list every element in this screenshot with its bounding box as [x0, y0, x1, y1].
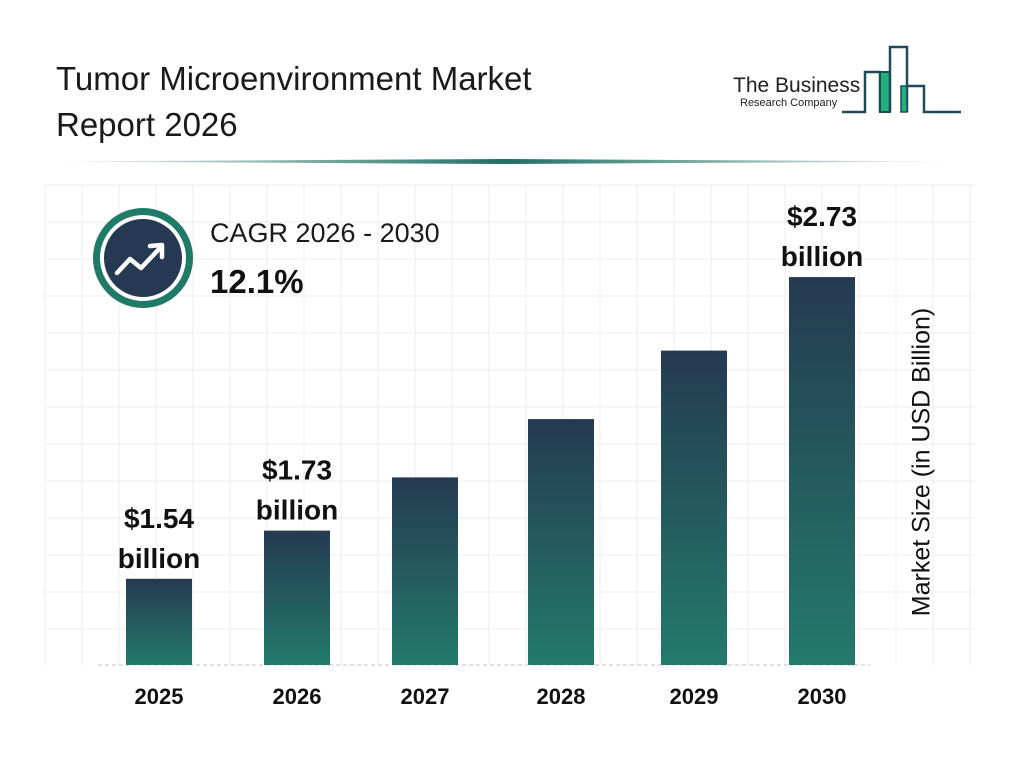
page-title: Tumor Microenvironment Market Report 202… [56, 56, 656, 148]
y-axis-label: Market Size (in USD Billion) [907, 307, 936, 617]
logo-text-1: The Business [733, 74, 860, 97]
data-label-value: $1.54 [124, 503, 194, 534]
trending-up-icon [114, 245, 163, 276]
x-tick-label: 2025 [135, 684, 184, 709]
logo-text-2: Research Company [740, 97, 838, 109]
x-tick-label: 2026 [273, 684, 322, 709]
title-divider [40, 159, 970, 164]
data-label-value: $2.73 [787, 201, 857, 232]
cagr-value: 12.1% [210, 263, 304, 300]
title-line-1: Tumor Microenvironment Market [56, 60, 532, 97]
cagr-label: CAGR 2026 - 2030 [210, 218, 440, 248]
title-line-2: Report 2026 [56, 106, 238, 143]
x-tick-label: 2029 [670, 684, 719, 709]
bar-2027 [392, 477, 458, 665]
data-label-unit: billion [118, 543, 200, 574]
bar-2028 [528, 419, 594, 665]
cagr-icon [93, 208, 193, 308]
company-logo: The Business Research Company [733, 45, 961, 114]
data-label-unit: billion [256, 495, 338, 526]
x-tick-label: 2028 [537, 684, 586, 709]
x-tick-label: 2030 [798, 684, 847, 709]
bar-2030 [789, 277, 855, 665]
bar-2029 [661, 350, 727, 665]
bar-2025 [126, 578, 192, 665]
bar-2026 [264, 530, 330, 665]
data-label-value: $1.73 [262, 455, 332, 486]
data-label-unit: billion [781, 241, 863, 272]
x-tick-label: 2027 [401, 684, 450, 709]
